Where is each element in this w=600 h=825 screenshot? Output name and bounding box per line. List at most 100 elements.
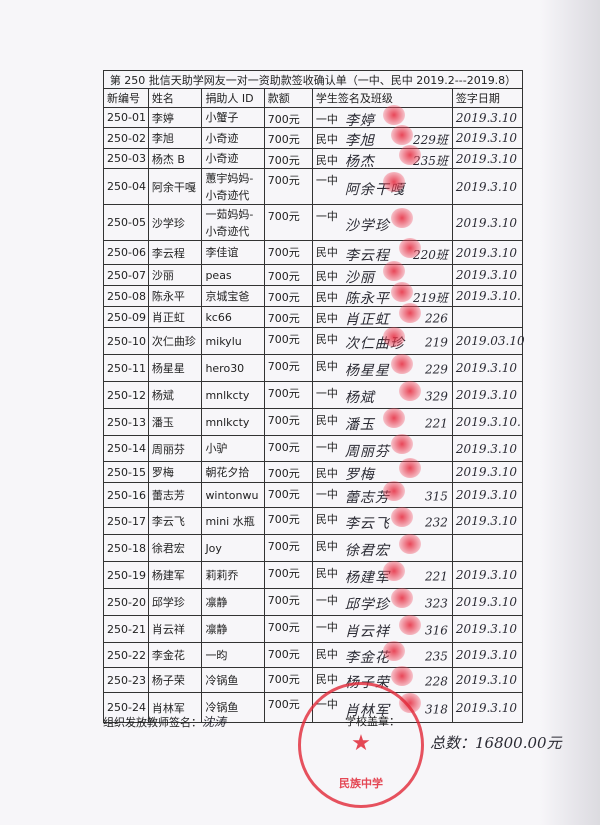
student-name: 沙学珍 [147,204,203,241]
document-title: 第 250 批信天助学网友一对一资助款签收确认单（一中、民中 2019.2---… [103,70,523,89]
class: 235班 [413,153,448,168]
sign-date: 2019.3.10 [451,381,524,409]
table-row: 250-20 邱学珍 凛静 700元 一中 邱学珍 323 2019.3.10 [103,588,524,616]
sign-date: 2019.3.10 [451,127,524,149]
amount: 700元 [263,127,313,149]
student-name: 周丽芬 [147,435,203,462]
row-id: 250-17 [103,507,149,535]
school: 民中 [315,312,338,325]
row-id: 250-19 [103,561,149,589]
amount: 700元 [263,381,313,409]
donor-id: Joy [201,534,265,562]
sign-date [451,534,524,562]
row-id: 250-13 [103,408,149,436]
amount: 700元 [263,534,313,562]
table-row: 250-07 沙丽 peas 700元 民中 沙丽 2019.3.10 [103,264,524,286]
school: 民中 [315,540,338,553]
sign-date: 2019.3.10 [451,507,524,535]
signature-cell: 民中 李云程 220班 [311,240,453,265]
school-stamp: ★ 民族中学 [298,682,424,808]
school: 一中 [315,210,338,223]
receipt-table: 第 250 批信天助学网友一对一资助款签收确认单（一中、民中 2019.2---… [103,70,525,723]
table-row: 250-08 陈永平 京城宝爸 700元 民中 陈永平 219班 2019.3.10… [103,285,524,307]
signature-cell: 一中 蕾志芳 315 [311,482,453,508]
student-name: 肖正虹 [147,306,203,328]
class: 219 [425,335,448,350]
table-row: 250-16 蕾志芳 wintonwu 700元 一中 蕾志芳 315 2019.3… [103,482,524,508]
student-name: 徐君宏 [147,534,203,562]
donor-id: 一昀 [201,642,265,668]
school: 民中 [315,270,338,283]
amount: 700元 [263,667,313,693]
student-signature: 杨建军 [344,570,390,586]
row-id: 250-04 [103,168,149,205]
donor-id: peas [201,264,265,286]
signature-cell: 一中 阿余干嘎 [311,168,453,205]
amount: 700元 [263,327,313,355]
row-id: 250-02 [103,127,149,149]
amount: 700元 [263,408,313,436]
row-id: 250-14 [103,435,149,462]
signature-cell: 民中 陈永平 219班 [311,285,453,307]
row-id: 250-01 [103,107,149,128]
table-row: 250-04 阿余干嘎 蕙宇妈妈- 小奇迹代 700元 一中 阿余干嘎 2019.… [103,168,524,205]
class: 318 [425,701,448,716]
signature-cell: 民中 李旭 229班 [311,127,453,149]
student-name: 潘玉 [147,408,203,436]
row-id: 250-16 [103,482,149,508]
sign-date: 2019.3.10 [451,482,524,508]
school: 民中 [315,673,338,686]
school: 民中 [315,246,338,259]
school: 民中 [315,414,338,427]
row-id: 250-12 [103,381,149,409]
signature-cell: 民中 沙丽 [311,264,453,286]
donor-id: wintonwu [201,482,265,508]
sign-date: 2019.3.10 [451,107,524,128]
row-id: 250-07 [103,264,149,286]
student-signature: 邱学珍 [344,597,390,613]
student-signature: 李婷 [344,112,375,129]
table-row: 250-05 沙学珍 一茹妈妈- 小奇迹代 700元 一中 沙学珍 2019.3.… [103,204,524,241]
donor-id: mikylu [201,327,265,355]
table-row: 250-02 李旭 小奇迹 700元 民中 李旭 229班 2019.3.10 [103,127,524,149]
sign-date: 2019.3.10 [451,264,524,286]
amount: 700元 [263,561,313,589]
signature-cell: 民中 杨星星 229 [311,354,453,382]
class: 220班 [413,247,448,262]
donor-id: 小蟹子 [201,107,265,128]
table-row: 250-10 次仁曲珍 mikylu 700元 民中 次仁曲珍 219 2019.0… [103,327,525,355]
student-signature: 周丽芬 [344,443,390,460]
table-row: 250-01 李婷 小蟹子 700元 一中 李婷 2019.3.10 [103,107,524,129]
student-name: 杨星星 [147,354,203,382]
donor-id: 凛静 [201,615,265,643]
amount: 700元 [263,482,313,508]
student-signature: 李云程 [344,247,390,264]
school: 民中 [315,513,338,526]
school: 一中 [315,441,338,454]
signature-cell: 一中 杨斌 329 [311,381,453,409]
sign-date: 2019.3.10 [451,642,524,668]
sign-date [451,306,524,328]
table-row: 250-03 杨杰 B 小奇迹 700元 民中 杨杰 235班 2019.3.10 [103,148,524,170]
class: 229 [425,362,448,377]
signature-cell: 一中 肖云祥 316 [311,615,453,643]
student-signature: 潘玉 [344,417,375,433]
amount: 700元 [263,240,313,265]
signature-cell: 民中 李金花 235 [311,642,453,668]
student-signature: 次仁曲珍 [344,336,405,352]
row-id: 250-21 [103,615,149,643]
student-signature: 李旭 [344,133,375,149]
sign-date: 2019.3.10. [451,285,524,307]
school: 民中 [315,467,338,480]
signature-cell: 民中 杨建军 221 [311,561,453,589]
donor-id: 朝花夕拾 [201,461,265,483]
class: 232 [425,515,448,530]
student-signature: 李云飞 [344,516,390,532]
student-name: 李云飞 [147,507,203,535]
class: 229班 [413,133,448,148]
signature-cell: 民中 肖正虹 226 [311,306,453,328]
table-row: 250-11 杨星星 hero30 700元 民中 杨星星 229 2019.3.1… [103,354,524,382]
student-name: 沙丽 [147,264,203,286]
scan-shadow [540,0,600,825]
table-row: 250-13 潘玉 mnlkcty 700元 民中 潘玉 221 2019.3.10… [103,408,524,436]
